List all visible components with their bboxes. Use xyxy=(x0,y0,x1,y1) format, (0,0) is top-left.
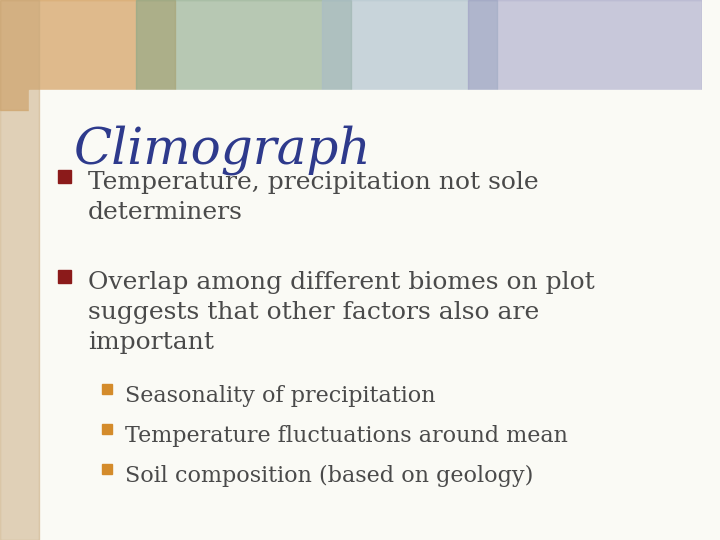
Bar xyxy=(58,170,71,183)
Text: Temperature, precipitation not sole
determiners: Temperature, precipitation not sole dete… xyxy=(88,171,539,224)
Bar xyxy=(136,0,351,110)
Bar xyxy=(58,270,71,283)
Bar xyxy=(468,0,701,110)
Text: Soil composition (based on geology): Soil composition (based on geology) xyxy=(125,465,533,487)
Text: Overlap among different biomes on plot
suggests that other factors also are
impo: Overlap among different biomes on plot s… xyxy=(88,271,595,354)
Bar xyxy=(30,90,701,540)
Bar xyxy=(322,0,497,110)
Bar xyxy=(102,384,112,394)
Bar xyxy=(102,424,112,434)
Bar xyxy=(0,0,39,540)
Text: Climograph: Climograph xyxy=(73,125,371,175)
Text: Temperature fluctuations around mean: Temperature fluctuations around mean xyxy=(125,425,567,447)
Bar xyxy=(102,464,112,474)
Text: Seasonality of precipitation: Seasonality of precipitation xyxy=(125,385,435,407)
Bar xyxy=(0,0,176,110)
